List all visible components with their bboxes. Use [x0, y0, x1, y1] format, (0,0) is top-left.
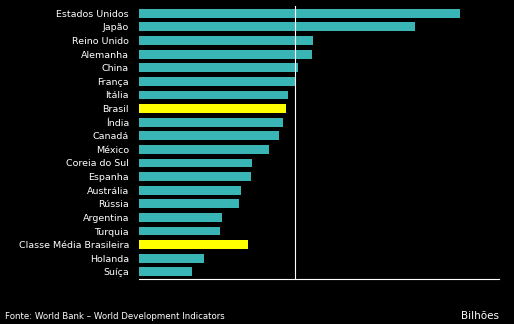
Text: Bilhões: Bilhões: [461, 311, 499, 321]
Bar: [0, 50, 312, 59]
Bar: [0, 226, 220, 236]
Bar: [0, 186, 241, 195]
Bar: [0, 131, 279, 140]
Bar: [0, 22, 414, 31]
Bar: [0, 254, 204, 263]
Bar: [0, 158, 252, 168]
Text: Fonte: World Bank – World Development Indicators: Fonte: World Bank – World Development In…: [5, 312, 225, 321]
Bar: [0, 267, 192, 276]
Bar: [0, 77, 297, 86]
Bar: [0, 118, 283, 127]
Bar: [0, 240, 248, 249]
Bar: [0, 145, 269, 154]
Bar: [0, 172, 251, 181]
Bar: [0, 213, 222, 222]
Bar: [0, 104, 286, 113]
Bar: [0, 90, 288, 99]
Bar: [0, 9, 461, 18]
Bar: [0, 199, 240, 208]
Bar: [0, 63, 299, 72]
Bar: [0, 36, 313, 45]
